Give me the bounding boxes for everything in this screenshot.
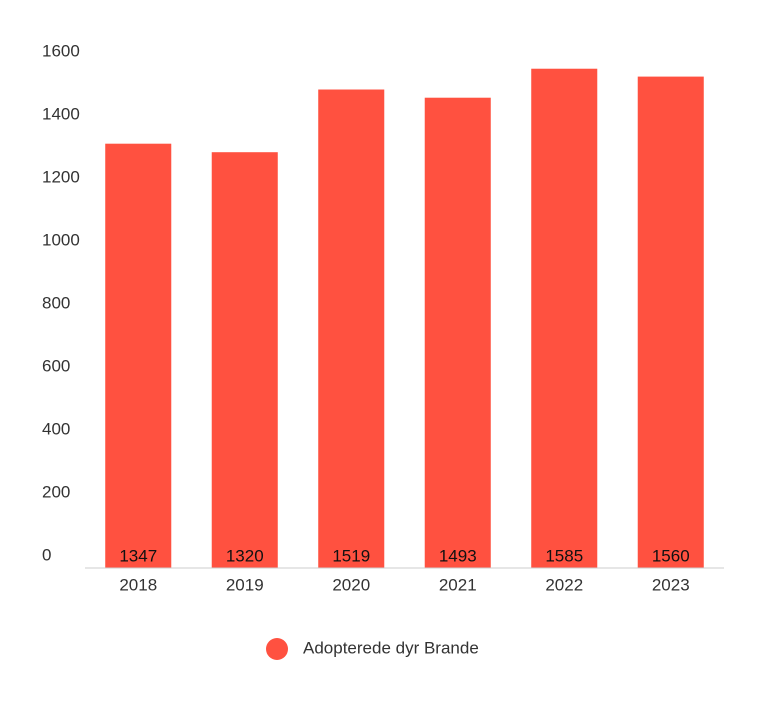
value-label: 1585 <box>545 546 583 565</box>
y-tick-label: 800 <box>42 293 70 312</box>
value-label: 1560 <box>652 546 690 565</box>
x-tick-label: 2023 <box>652 575 690 594</box>
y-tick-label: 200 <box>42 482 70 501</box>
y-tick-label: 1200 <box>42 167 80 186</box>
x-tick-label: 2020 <box>332 575 370 594</box>
y-tick-label: 1600 <box>42 41 80 60</box>
y-tick-label: 0 <box>42 545 51 564</box>
x-tick-label: 2019 <box>226 575 264 594</box>
y-tick-label: 1400 <box>42 104 80 123</box>
bar <box>318 89 385 568</box>
bar <box>637 76 704 568</box>
bar <box>531 68 598 568</box>
bar <box>211 152 278 568</box>
value-label: 1320 <box>226 546 264 565</box>
y-tick-label: 1000 <box>42 230 80 249</box>
legend-marker <box>266 638 288 660</box>
x-tick-label: 2021 <box>439 575 477 594</box>
legend-label: Adopterede dyr Brande <box>303 638 479 657</box>
value-label: 1493 <box>439 546 477 565</box>
value-label: 1519 <box>332 546 370 565</box>
value-label: 1347 <box>119 546 157 565</box>
x-tick-label: 2018 <box>119 575 157 594</box>
y-tick-label: 600 <box>42 356 70 375</box>
bar <box>105 143 172 568</box>
bar <box>424 97 491 568</box>
x-tick-label: 2022 <box>545 575 583 594</box>
y-tick-label: 400 <box>42 419 70 438</box>
